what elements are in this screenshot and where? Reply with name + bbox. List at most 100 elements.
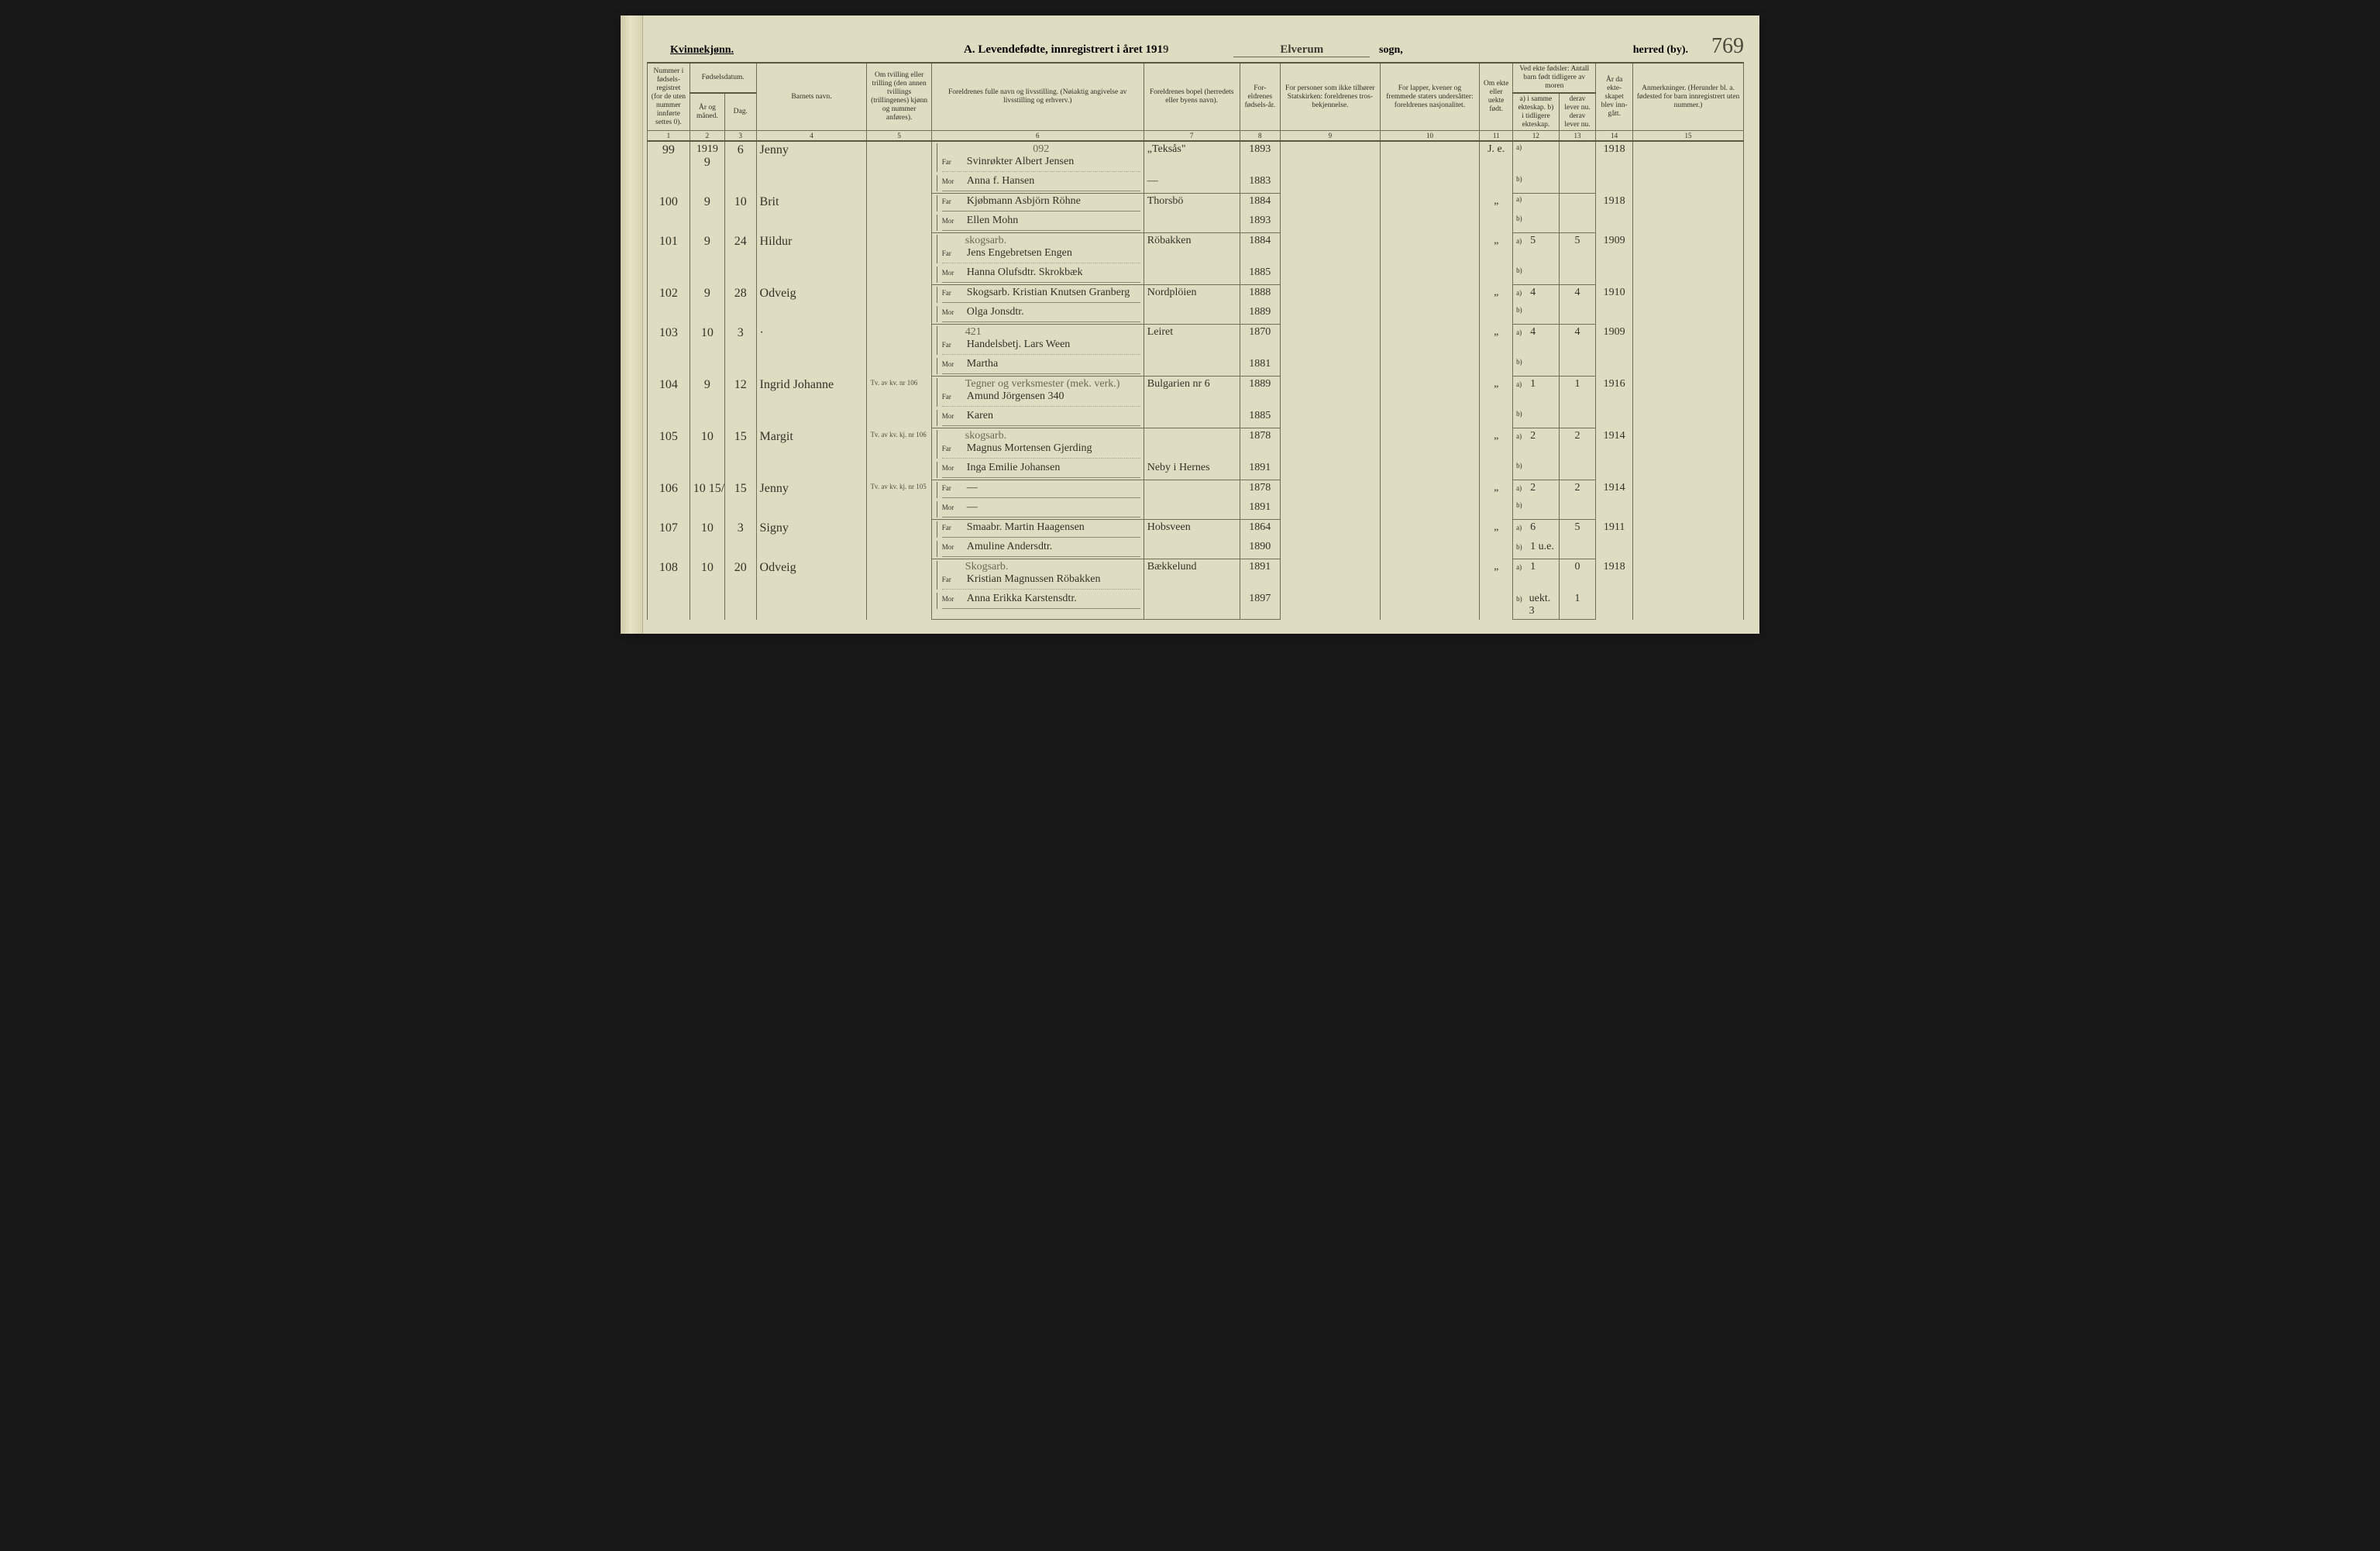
- cell-child-name: Odveig: [756, 285, 867, 325]
- cell-a-lever: 4: [1559, 325, 1596, 357]
- cell-mother: MorAnna Erikka Karstensdtr.: [931, 591, 1144, 620]
- cell-residence-far: Bulgarien nr 6: [1144, 377, 1240, 409]
- colnum: 14: [1596, 131, 1633, 142]
- cell-ekte: „: [1480, 377, 1513, 428]
- cell-ekte: „: [1480, 325, 1513, 377]
- cell-mother: MorMartha: [931, 356, 1144, 377]
- cell-marr-year: 1914: [1596, 480, 1633, 520]
- cell-year-month: 9: [690, 377, 724, 428]
- column-number-row: 1 2 3 4 5 6 7 8 9 10 11 12 13 14 15: [648, 131, 1744, 142]
- page-title: A. Levendefødte, innregistrert i året 19…: [743, 43, 1624, 57]
- cell-number: 102: [648, 285, 690, 325]
- title-region: Elverum: [1233, 43, 1370, 57]
- colnum: 2: [690, 131, 724, 142]
- cell-day: 15: [725, 480, 756, 520]
- colnum: 3: [725, 131, 756, 142]
- cell-a-same: a): [1513, 141, 1560, 174]
- cell-b-prev: b): [1513, 460, 1560, 480]
- cell-residence-mor: [1144, 213, 1240, 233]
- cell-number: 103: [648, 325, 690, 377]
- cell-child-name: Signy: [756, 520, 867, 559]
- cell-residence-mor: [1144, 408, 1240, 428]
- cell-nationality: [1380, 325, 1480, 377]
- cell-nationality: [1380, 559, 1480, 620]
- hdr-col9: For personer som ikke tilhører Statskirk…: [1281, 63, 1381, 131]
- hdr-col3: Dag.: [725, 93, 756, 131]
- cell-b-lever: [1559, 500, 1596, 520]
- cell-a-lever: 5: [1559, 233, 1596, 266]
- cell-mor-year: 1891: [1240, 500, 1280, 520]
- cell-a-same: a)4: [1513, 325, 1560, 357]
- cell-mother: MorOlga Jonsdtr.: [931, 304, 1144, 325]
- cell-year-month: 19199: [690, 141, 724, 194]
- cell-day: 10: [725, 194, 756, 233]
- hdr-col13: derav lever nu. derav lever nu.: [1559, 93, 1596, 131]
- cell-child-name: Brit: [756, 194, 867, 233]
- cell-a-lever: 4: [1559, 285, 1596, 305]
- cell-b-prev: b): [1513, 265, 1560, 285]
- cell-far-year: 1870: [1240, 325, 1280, 357]
- cell-day: 24: [725, 233, 756, 285]
- table-row: 102 9 28 Odveig FarSkogsarb. Kristian Kn…: [648, 285, 1744, 305]
- cell-religion: [1281, 377, 1381, 428]
- cell-nationality: [1380, 141, 1480, 194]
- colnum: 15: [1632, 131, 1743, 142]
- cell-day: 28: [725, 285, 756, 325]
- colnum: 4: [756, 131, 867, 142]
- cell-a-same: a)1: [1513, 377, 1560, 409]
- cell-a-lever: [1559, 194, 1596, 214]
- cell-year-month: 10: [690, 559, 724, 620]
- cell-ekte: „: [1480, 233, 1513, 285]
- hdr-col15: Anmerkninger. (Herunder bl. a. fødested …: [1632, 63, 1743, 131]
- cell-residence-mor: Neby i Hernes: [1144, 460, 1240, 480]
- hdr-col14: År da ekte-skapet blev inn-gått.: [1596, 63, 1633, 131]
- ledger-table: Nummer i fødsels-registret (for de uten …: [647, 62, 1744, 620]
- cell-residence-mor: [1144, 304, 1240, 325]
- cell-marr-year: 1909: [1596, 325, 1633, 377]
- cell-remarks: [1632, 194, 1743, 233]
- cell-father: FarKjøbmann Asbjörn Röhne: [931, 194, 1144, 214]
- cell-mor-year: 1881: [1240, 356, 1280, 377]
- table-row: 100 9 10 Brit FarKjøbmann Asbjörn Röhne …: [648, 194, 1744, 214]
- cell-marr-year: 1910: [1596, 285, 1633, 325]
- cell-ekte: J. e.: [1480, 141, 1513, 194]
- cell-b-lever: [1559, 265, 1596, 285]
- hdr-col7: Foreldrenes bopel (herredets eller byens…: [1144, 63, 1240, 131]
- colnum: 7: [1144, 131, 1240, 142]
- table-row: 105 10 15 Margit Tv. av kv. kj. nr 106 s…: [648, 428, 1744, 461]
- cell-year-month: 10: [690, 520, 724, 559]
- cell-number: 108: [648, 559, 690, 620]
- cell-mother: MorAmuline Andersdtr.: [931, 539, 1144, 559]
- herred-label: herred (by).: [1633, 44, 1688, 57]
- cell-number: 107: [648, 520, 690, 559]
- hdr-col2: År og måned.: [690, 93, 724, 131]
- cell-a-lever: 1: [1559, 377, 1596, 409]
- cell-mor-year: 1897: [1240, 591, 1280, 620]
- colnum: 11: [1480, 131, 1513, 142]
- cell-ekte: „: [1480, 480, 1513, 520]
- cell-remarks: [1632, 520, 1743, 559]
- table-row: 106 10 15/ 15 Jenny Tv. av kv. kj. nr 10…: [648, 480, 1744, 500]
- cell-remarks: [1632, 480, 1743, 520]
- cell-religion: [1281, 233, 1381, 285]
- cell-far-year: 1888: [1240, 285, 1280, 305]
- cell-marr-year: 1918: [1596, 194, 1633, 233]
- cell-religion: [1281, 428, 1381, 480]
- cell-a-lever: 0: [1559, 559, 1596, 592]
- cell-mor-year: 1885: [1240, 408, 1280, 428]
- cell-father: 421 FarHandelsbetj. Lars Ween: [931, 325, 1144, 357]
- hdr-col12-13-group: Ved ekte fødsler: Antall barn født tidli…: [1513, 63, 1596, 93]
- cell-number: 100: [648, 194, 690, 233]
- sogn-label: sogn,: [1379, 44, 1403, 56]
- cell-residence-far: „Teksås": [1144, 141, 1240, 174]
- cell-far-year: 1878: [1240, 428, 1280, 461]
- cell-remarks: [1632, 233, 1743, 285]
- cell-b-lever: [1559, 408, 1596, 428]
- hdr-col8: For-eldrenes fødsels-år.: [1240, 63, 1280, 131]
- hdr-col11: Om ekte eller uekte født.: [1480, 63, 1513, 131]
- cell-father: skogsarb. FarMagnus Mortensen Gjerding: [931, 428, 1144, 461]
- cell-year-month: 10: [690, 325, 724, 377]
- title-prefix: A. Levendefødte, innregistrert i året 19…: [964, 43, 1163, 56]
- colnum: 8: [1240, 131, 1280, 142]
- colnum: 13: [1559, 131, 1596, 142]
